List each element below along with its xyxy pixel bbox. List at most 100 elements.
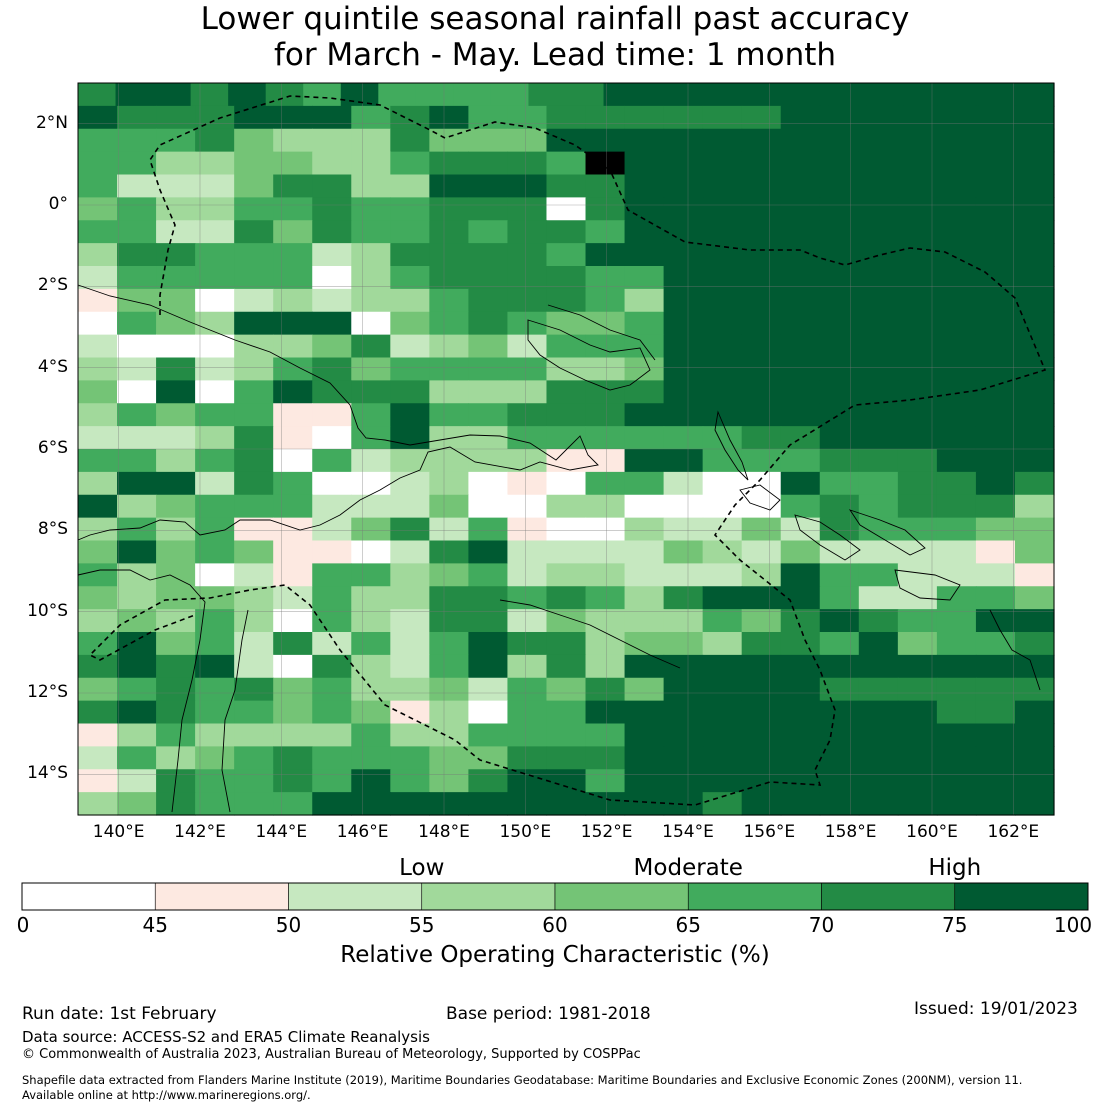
- grid-cell: [468, 311, 509, 336]
- grid-cell: [936, 334, 977, 359]
- grid-cell: [780, 586, 821, 610]
- grid-cell: [546, 769, 587, 793]
- grid-cell: [195, 128, 235, 153]
- grid-cell: [195, 288, 235, 313]
- grid-cell: [468, 151, 509, 176]
- grid-cell: [585, 426, 626, 450]
- grid-cell: [858, 563, 899, 587]
- grid-cell: [390, 105, 430, 130]
- grid-cell: [351, 586, 391, 610]
- grid-cell: [663, 197, 704, 221]
- grid-cell: [936, 517, 977, 542]
- grid-cell: [78, 563, 118, 587]
- grid-cell: [390, 266, 430, 290]
- grid-cell: [351, 151, 391, 176]
- grid-cell: [624, 746, 665, 770]
- latitude-label: 2°S: [37, 275, 68, 296]
- grid-cell: [429, 563, 469, 587]
- grid-cell: [507, 471, 548, 496]
- grid-cell: [312, 403, 352, 427]
- grid-cell: [156, 677, 196, 702]
- grid-cell: [156, 243, 196, 267]
- grid-cell: [663, 220, 704, 244]
- grid-cell: [702, 654, 743, 679]
- grid-cell: [663, 380, 704, 404]
- grid-cell: [897, 243, 938, 267]
- grid-cell: [351, 471, 391, 496]
- grid-cell: [312, 174, 352, 198]
- grid-cell: [663, 540, 704, 564]
- grid-cell: [780, 769, 821, 793]
- grid-cell: [819, 426, 860, 450]
- grid-cell: [819, 197, 860, 221]
- grid-cell: [897, 311, 938, 336]
- coastline-solomons-2: [794, 514, 861, 561]
- grid-cell: [819, 769, 860, 793]
- grid-cell: [702, 220, 743, 244]
- grid-cell: [702, 197, 743, 221]
- colorbar-tick-label: 45: [142, 913, 168, 937]
- grid-cell: [507, 494, 548, 519]
- grid-cell: [585, 334, 626, 359]
- grid-cell: [1014, 517, 1055, 542]
- longitude-label: 144°E: [255, 822, 308, 842]
- grid-cell: [780, 792, 821, 816]
- grid-cell: [702, 540, 743, 564]
- grid-cell: [1014, 288, 1055, 313]
- grid-cell: [858, 151, 899, 176]
- grid-cell: [1014, 471, 1055, 496]
- grid-cell: [702, 426, 743, 450]
- grid-cell: [156, 494, 196, 519]
- grid-cell: [351, 517, 391, 542]
- grid-cell: [780, 266, 821, 290]
- grid-cell: [429, 128, 469, 153]
- grid-cell: [507, 677, 548, 702]
- grid-cell: [858, 334, 899, 359]
- grid-cell: [390, 449, 430, 473]
- grid-cell: [234, 563, 274, 587]
- grid-cell: [936, 746, 977, 770]
- map-frame: [77, 82, 1055, 816]
- grid-cell: [351, 563, 391, 587]
- grid-cell: [1014, 426, 1055, 450]
- grid-cell: [490, 83, 530, 107]
- grid-cell: [468, 334, 509, 359]
- grid-cell: [117, 792, 157, 816]
- grid-cell: [585, 769, 626, 793]
- grid-cell: [78, 288, 118, 313]
- grid-cell: [819, 609, 860, 633]
- grid-cell: [936, 540, 977, 564]
- grid-cell: [546, 380, 587, 404]
- grid-cell: [702, 105, 743, 130]
- grid-cell: [78, 128, 118, 153]
- grid-cell: [468, 540, 509, 564]
- grid-cell: [858, 540, 899, 564]
- grid-cell: [975, 517, 1016, 542]
- latitude-label: 14°S: [27, 763, 68, 784]
- grid-cell: [351, 128, 391, 153]
- grid-cell: [936, 380, 977, 404]
- coastline-solomons-1: [739, 484, 781, 511]
- grid-cell: [117, 723, 157, 747]
- grid-cell: [780, 220, 821, 244]
- grid-cell: [741, 517, 782, 542]
- grid-cell: [312, 746, 352, 770]
- grid-cell: [429, 334, 469, 359]
- grid-cell: [936, 769, 977, 793]
- grid-cell: [468, 288, 509, 313]
- grid-cell: [624, 700, 665, 725]
- grid-cell: [351, 197, 391, 221]
- grid-cell: [351, 632, 391, 656]
- grid-cell: [603, 83, 642, 107]
- grid-cell: [975, 334, 1016, 359]
- grid-cell: [624, 449, 665, 473]
- grid-cell: [702, 288, 743, 313]
- grid-cell: [117, 105, 157, 130]
- grid-cell: [78, 654, 118, 679]
- grid-cell: [585, 357, 626, 381]
- grid-cell: [507, 563, 548, 587]
- grid-cell: [702, 471, 743, 496]
- colorbar-title: Relative Operating Characteristic (%): [340, 942, 770, 968]
- grid-cell: [312, 517, 352, 542]
- grid-cell: [866, 83, 905, 107]
